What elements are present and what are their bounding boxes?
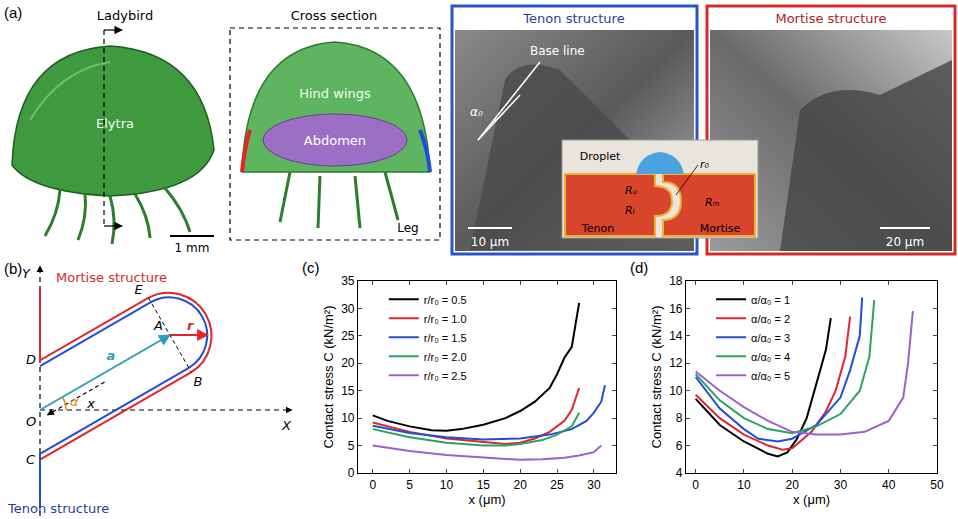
svg-text:20: 20 [513, 478, 527, 492]
svg-text:5: 5 [406, 478, 413, 492]
svg-text:x: x [86, 396, 95, 411]
svg-text:40: 40 [882, 478, 896, 492]
svg-text:Tenon: Tenon [581, 222, 614, 235]
svg-text:Mortise structure: Mortise structure [775, 11, 886, 26]
svg-text:E: E [134, 282, 143, 297]
svg-text:14: 14 [669, 329, 683, 343]
svg-text:10 μm: 10 μm [471, 235, 509, 249]
svg-text:0: 0 [369, 478, 376, 492]
svg-text:x (μm): x (μm) [793, 492, 830, 507]
svg-text:30: 30 [834, 478, 848, 492]
html-text:(c): (c) [302, 259, 320, 276]
svg-text:D: D [26, 352, 36, 367]
svg-text:25: 25 [341, 329, 355, 343]
svg-text:Rₘ: Rₘ [705, 196, 720, 209]
svg-text:20: 20 [786, 478, 800, 492]
svg-text:20 μm: 20 μm [886, 235, 924, 249]
svg-text:8: 8 [676, 411, 683, 425]
svg-text:x (μm): x (μm) [468, 492, 505, 507]
svg-text:12: 12 [669, 356, 683, 370]
svg-text:O: O [26, 414, 36, 429]
svg-text:r: r [187, 318, 195, 333]
svg-text:Cross section: Cross section [291, 8, 378, 23]
svg-text:A: A [153, 318, 163, 333]
svg-text:18: 18 [669, 274, 683, 288]
svg-text:0: 0 [692, 478, 699, 492]
svg-text:0: 0 [348, 466, 355, 480]
svg-text:Ladybird: Ladybird [97, 8, 153, 23]
svg-text:Abdomen: Abdomen [304, 133, 366, 148]
svg-text:Mortise structure: Mortise structure [56, 270, 167, 285]
svg-text:α/α₀ = 5: α/α₀ = 5 [751, 370, 790, 382]
svg-text:Base line: Base line [530, 44, 585, 58]
svg-text:15: 15 [341, 384, 355, 398]
svg-text:X: X [281, 418, 292, 433]
svg-text:Rᵤ: Rᵤ [625, 184, 638, 197]
svg-text:20: 20 [341, 356, 355, 370]
svg-text:(a): (a) [4, 4, 22, 21]
svg-text:Droplet: Droplet [580, 150, 621, 163]
svg-text:Mortise: Mortise [700, 222, 741, 235]
svg-text:r/r₀ = 2.5: r/r₀ = 2.5 [424, 370, 467, 382]
svg-text:α: α [70, 394, 79, 409]
svg-text:5: 5 [348, 439, 355, 453]
svg-text:Rₗ: Rₗ [625, 204, 635, 217]
svg-text:a: a [106, 348, 115, 363]
svg-text:10: 10 [440, 478, 454, 492]
svg-text:16: 16 [669, 302, 683, 316]
svg-text:r/r₀ = 1.0: r/r₀ = 1.0 [424, 313, 467, 325]
svg-text:r/r₀ = 1.5: r/r₀ = 1.5 [424, 332, 467, 344]
svg-text:B: B [193, 374, 202, 389]
svg-text:C: C [26, 452, 36, 467]
svg-text:Tenon structure: Tenon structure [522, 11, 624, 26]
svg-text:35: 35 [341, 274, 355, 288]
svg-text:α₀: α₀ [470, 105, 483, 119]
html-text:(d): (d) [630, 259, 649, 276]
svg-text:Contact stress C (kN/m²): Contact stress C (kN/m²) [321, 305, 336, 448]
svg-text:10: 10 [341, 411, 355, 425]
svg-text:Contact stress C (kN/m²): Contact stress C (kN/m²) [649, 305, 664, 448]
svg-text:30: 30 [587, 478, 601, 492]
svg-text:Tenon structure: Tenon structure [7, 501, 109, 516]
svg-text:r₀: r₀ [700, 158, 710, 171]
svg-text:α/α₀ = 2: α/α₀ = 2 [751, 313, 790, 325]
svg-text:α/α₀ = 1: α/α₀ = 1 [751, 294, 790, 306]
svg-text:50: 50 [930, 478, 944, 492]
svg-text:r/r₀ = 0.5: r/r₀ = 0.5 [424, 294, 467, 306]
svg-text:15: 15 [477, 478, 491, 492]
svg-text:Elytra: Elytra [96, 116, 134, 131]
svg-text:6: 6 [676, 439, 683, 453]
svg-text:Hind wings: Hind wings [299, 86, 371, 101]
svg-text:r/r₀ = 2.0: r/r₀ = 2.0 [424, 351, 467, 363]
svg-text:4: 4 [676, 466, 683, 480]
svg-text:30: 30 [341, 302, 355, 316]
svg-text:Leg: Leg [397, 221, 418, 235]
svg-text:10: 10 [669, 384, 683, 398]
svg-text:1 mm: 1 mm [175, 241, 210, 255]
svg-text:10: 10 [737, 478, 751, 492]
svg-text:α/α₀ = 4: α/α₀ = 4 [751, 351, 790, 363]
svg-text:(b): (b) [4, 260, 22, 277]
svg-text:25: 25 [550, 478, 564, 492]
svg-text:α/α₀ = 3: α/α₀ = 3 [751, 332, 790, 344]
svg-text:Y: Y [22, 266, 31, 281]
